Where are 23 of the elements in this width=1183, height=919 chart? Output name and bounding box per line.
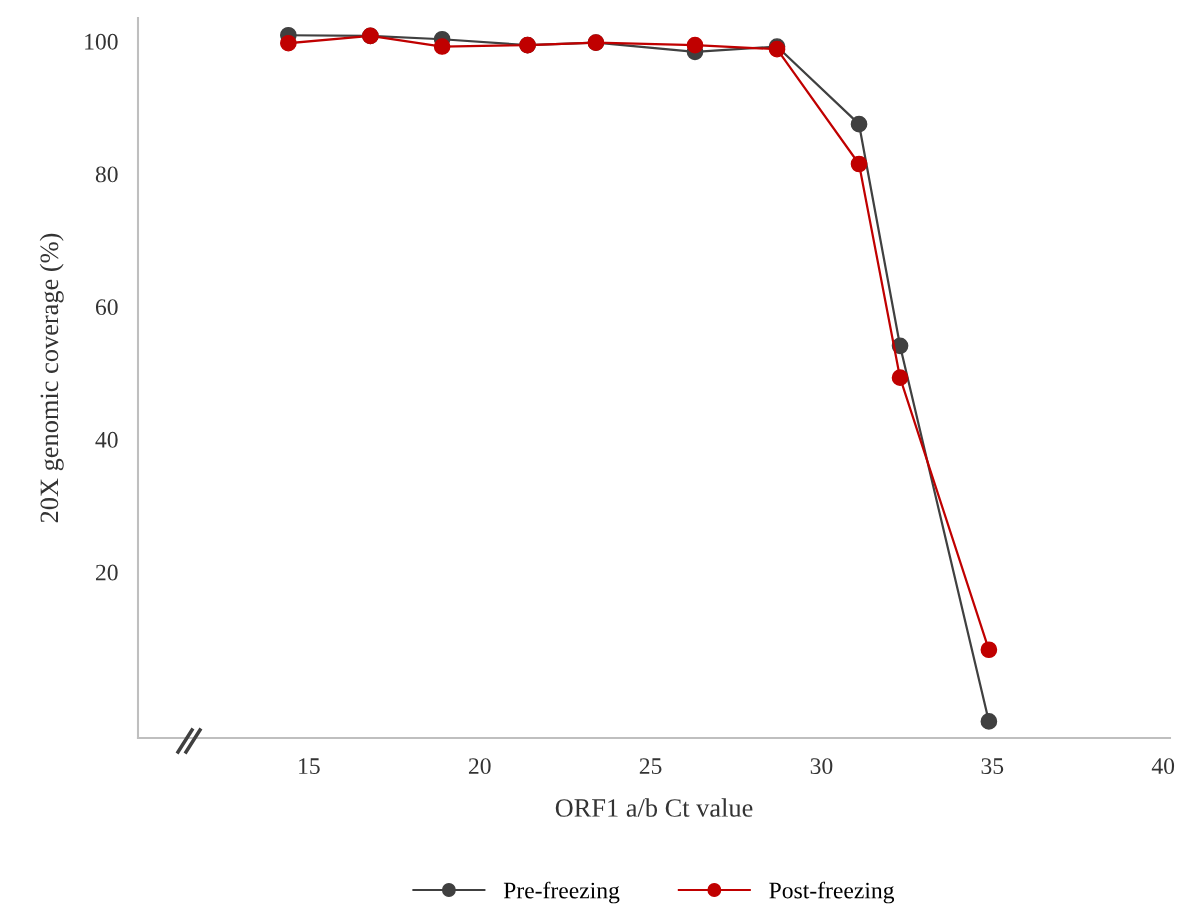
x-tick-label: 20 [468,758,491,775]
x-axis-title: ORF1 a/b Ct value [555,798,753,817]
point [850,115,868,133]
y-tick-label: 80 [95,166,118,183]
legend-label: Pre-freezing [503,881,620,904]
y-tick-label: 20 [95,564,118,581]
x-tick-label: 30 [810,758,833,775]
y-tick-label: 60 [95,299,118,316]
x-tick-label: 15 [299,758,320,775]
point [433,38,451,55]
y-tick-label: 40 [95,431,118,448]
x-tick-label: 25 [639,758,662,775]
point [980,713,998,730]
point [980,641,998,659]
point [891,369,909,387]
x-tick-label: 35 [981,758,1004,775]
x-tick-label: 40 [1151,758,1175,775]
point [686,36,704,54]
point [850,155,868,173]
y-tick-label: 100 [85,33,118,50]
legend-label: Post-freezing [769,881,895,904]
point [280,34,297,52]
y-axis-title: 20X genomic coverage (%) [39,233,64,523]
